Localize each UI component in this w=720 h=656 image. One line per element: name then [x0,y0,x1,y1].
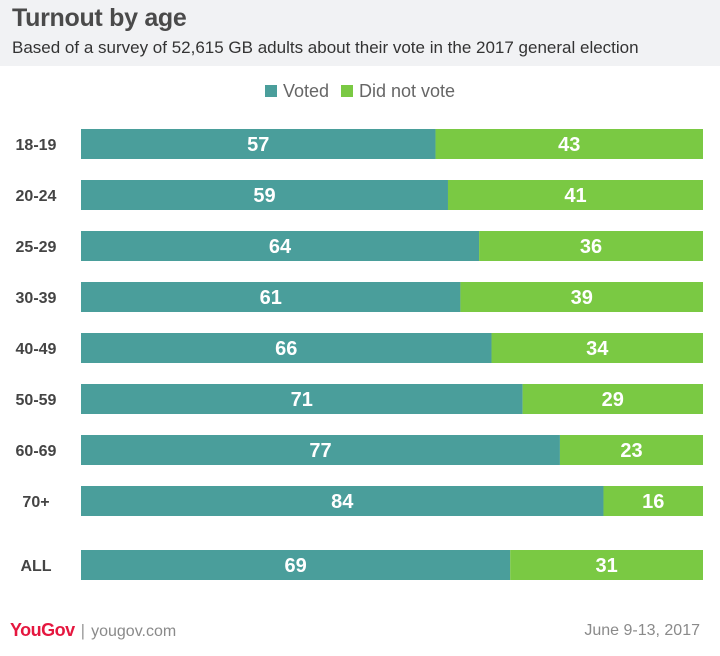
data-label-did-not-vote-60-69: 23 [620,440,642,462]
legend-label-voted: Voted [282,80,329,101]
data-label-did-not-vote-all: 31 [595,555,617,577]
footer-brand: YouGov | yougov.com [10,620,176,641]
data-label-voted-18-19: 57 [247,134,269,156]
bar-did-not-vote-50-59 [522,384,703,414]
data-label-did-not-vote-70: 16 [642,491,664,513]
category-label-20-24: 20-24 [16,188,57,205]
bar-voted-all [81,550,511,580]
legend-item-voted: Voted [264,80,329,102]
yougov-logo: YouGov [10,620,75,640]
data-label-did-not-vote-30-39: 39 [571,287,593,309]
bar-voted-40-49 [81,333,492,363]
data-label-voted-20-24: 59 [253,185,275,207]
header-band: Turnout by age Based of a survey of 52,6… [0,0,720,66]
category-label-60-69: 60-69 [16,443,57,460]
legend-swatch-did-not-vote [340,85,353,97]
footer-date: June 9-13, 2017 [584,622,700,639]
data-label-voted-70: 84 [331,491,354,513]
footer-separator: | [80,621,86,640]
category-label-18-19: 18-19 [16,137,57,154]
bar-did-not-vote-30-39 [460,282,703,312]
bar-did-not-vote-all [510,550,703,580]
bar-did-not-vote-20-24 [447,180,703,210]
bar-did-not-vote-25-29 [479,231,703,261]
category-label-25-29: 25-29 [16,239,57,256]
bar-voted-60-69 [81,435,560,465]
legend: Voted Did not vote [0,80,720,102]
legend-swatch-voted [264,85,277,97]
category-label-40-49: 40-49 [16,341,57,358]
data-label-did-not-vote-20-24: 41 [564,185,586,207]
data-label-voted-50-59: 71 [291,389,313,411]
bar-voted-25-29 [81,231,480,261]
bar-did-not-vote-60-69 [559,435,703,465]
category-label-all: ALL [20,558,51,575]
data-label-did-not-vote-40-49: 34 [586,338,609,360]
bar-voted-30-39 [81,282,461,312]
category-label-30-39: 30-39 [16,290,57,307]
bar-did-not-vote-40-49 [491,333,703,363]
bar-voted-50-59 [81,384,523,414]
data-label-voted-40-49: 66 [275,338,297,360]
legend-item-did-not-vote: Did not vote [340,80,456,102]
data-label-voted-60-69: 77 [309,440,331,462]
bar-did-not-vote-70 [603,486,703,516]
data-label-did-not-vote-50-59: 29 [602,389,624,411]
data-label-voted-25-29: 64 [269,236,292,258]
legend-label-did-not-vote: Did not vote [358,80,456,101]
footer-url: yougov.com [91,623,177,640]
data-label-did-not-vote-25-29: 36 [580,236,602,258]
category-label-70: 70+ [22,494,49,511]
data-label-did-not-vote-18-19: 43 [558,134,580,156]
data-label-voted-all: 69 [284,555,306,577]
bar-voted-70 [81,486,604,516]
data-label-voted-30-39: 61 [260,287,282,309]
bar-voted-18-19 [81,129,436,159]
category-label-50-59: 50-59 [16,392,57,409]
bar-did-not-vote-18-19 [435,129,703,159]
chart-title: Turnout by age [12,4,187,32]
bar-voted-20-24 [81,180,448,210]
chart-subtitle: Based of a survey of 52,615 GB adults ab… [12,38,639,57]
bar-chart: 18-19 57 43 20-24 59 41 25-29 64 36 30-39 61 39 40-4… [16,129,703,580]
